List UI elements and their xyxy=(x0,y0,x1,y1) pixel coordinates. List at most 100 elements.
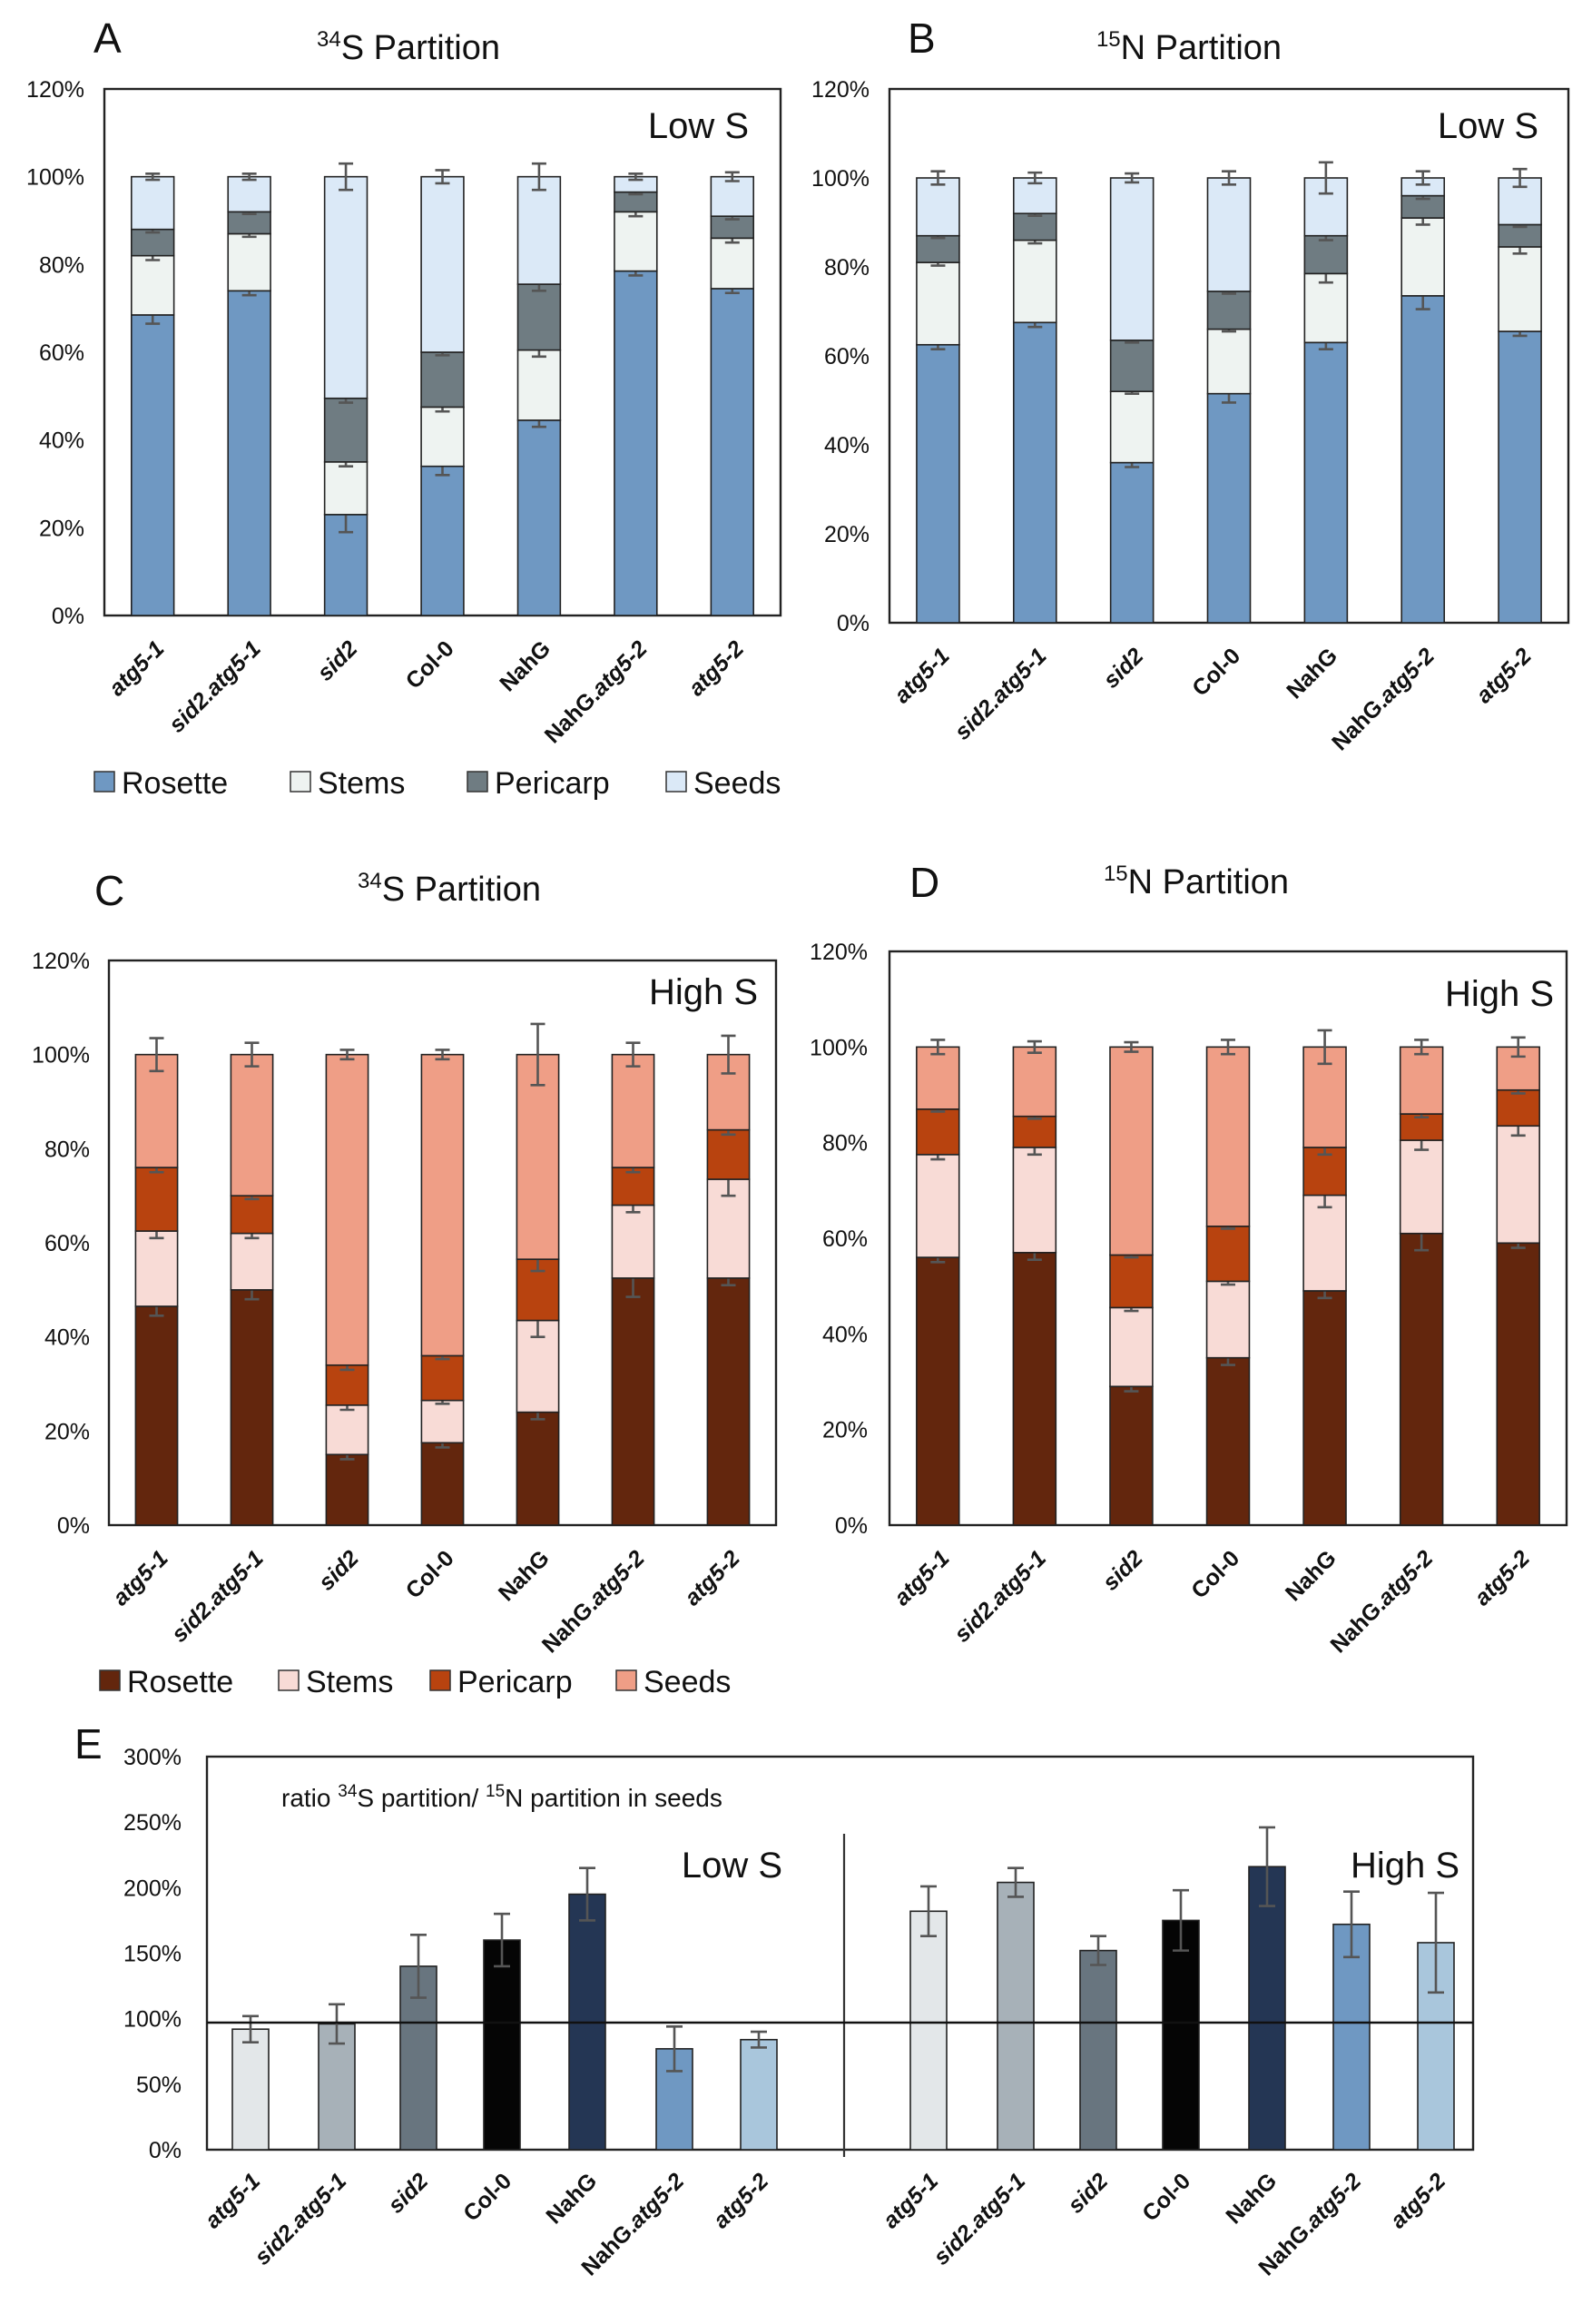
bar-segment-stems xyxy=(227,232,271,292)
y-tick-label: 250% xyxy=(123,1810,182,1836)
bar-segment-seeds xyxy=(611,1053,655,1168)
error-bar xyxy=(1007,1866,1024,1898)
panel-c: C 34S Partition 0% 20% 40% 60% 80% 100% 120% High… xyxy=(32,867,778,1658)
y-tick-label: 40% xyxy=(44,1325,90,1351)
bar-segment-rosette xyxy=(614,270,658,616)
y-tick-label: 200% xyxy=(123,1876,182,1901)
error-bar xyxy=(751,2030,767,2049)
bar-segment-seeds xyxy=(516,1053,560,1260)
y-tick-label: 100% xyxy=(32,1043,90,1068)
error-bar xyxy=(1317,1029,1332,1066)
bar-segment-rosette xyxy=(1012,1252,1057,1526)
bar-segment-rosette xyxy=(1012,321,1057,624)
error-bar xyxy=(241,172,257,182)
y-tick-label: 60% xyxy=(822,1226,868,1252)
error-bar xyxy=(494,1912,510,1968)
bar-segment-pericarp xyxy=(323,397,369,463)
bar-segment-stems xyxy=(1498,246,1542,332)
ratio-bar-col-0 xyxy=(1162,1919,1200,2151)
error-bar xyxy=(1415,170,1430,186)
y-tick-label: 0% xyxy=(837,611,870,636)
panel-letter-d: D xyxy=(909,859,939,906)
y-tick-label: 40% xyxy=(824,433,870,458)
y-tick-label: 0% xyxy=(52,604,84,629)
x-tick-label-atg5-2: atg5-2 xyxy=(708,2168,773,2233)
x-tick-label-nahg: NahG xyxy=(1282,643,1342,704)
error-bar xyxy=(1222,170,1236,186)
error-bar xyxy=(1510,1036,1526,1059)
x-tick-label-sid2: sid2 xyxy=(312,635,362,685)
bar-segment-seeds xyxy=(323,175,369,399)
x-tick-label-atg5-2: atg5-2 xyxy=(1385,2168,1450,2233)
ratio-bar-sid2 xyxy=(1079,1949,1117,2151)
bar-segment-pericarp xyxy=(420,351,465,409)
bar-segment-seeds xyxy=(1206,177,1252,292)
error-bar xyxy=(242,2014,259,2043)
legend-swatch-rosette xyxy=(99,1669,121,1691)
error-bar xyxy=(920,1885,937,1938)
bar-segment-rosette xyxy=(230,1289,274,1526)
y-tick-label: 60% xyxy=(39,340,84,366)
x-tick-label-nahg-atg5-2: NahG.atg5-2 xyxy=(1325,1545,1438,1658)
y-tick-label: 80% xyxy=(39,252,84,278)
bar-segment-seeds xyxy=(420,1053,465,1357)
bar-segment-pericarp xyxy=(1012,212,1057,241)
ratio-bar-atg5-1 xyxy=(231,2028,270,2151)
panel-d: D 15N Partition 0% 20% 40% 60% 80% 100% 120% High… xyxy=(810,859,1568,1658)
bar-segment-seeds xyxy=(1109,1046,1154,1256)
y-tick-label: 120% xyxy=(26,77,84,103)
legend-swatch-stems xyxy=(290,771,311,793)
bar-segment-pericarp xyxy=(916,234,960,263)
x-tick-label-atg5-2: atg5-2 xyxy=(680,1545,745,1610)
ratio-bar-col-0 xyxy=(483,1939,521,2151)
x-tick-label-sid2: sid2 xyxy=(383,2168,433,2218)
condition-label: Low S xyxy=(1438,106,1538,146)
x-tick-label-sid2-atg5-1: sid2.atg5-1 xyxy=(250,2168,351,2270)
bar-segment-seeds xyxy=(1302,1046,1347,1148)
y-tick-label: 40% xyxy=(39,428,84,454)
bar-segment-rosette xyxy=(710,288,754,616)
error-bar xyxy=(1090,1935,1106,1966)
y-tick-label: 80% xyxy=(44,1137,90,1162)
bar-segment-stems xyxy=(516,349,562,421)
bar-segment-stems xyxy=(1302,1194,1347,1292)
bar-segment-stems xyxy=(230,1232,274,1291)
legend-label-seeds: Seeds xyxy=(644,1665,731,1699)
panel-letter-a: A xyxy=(93,15,122,62)
error-bar xyxy=(149,1037,164,1073)
bar-segment-seeds xyxy=(131,175,175,231)
bar-segment-stems xyxy=(1206,328,1252,395)
bar-segment-pericarp xyxy=(420,1354,465,1402)
bar-segment-seeds xyxy=(227,175,271,213)
y-tick-label: 100% xyxy=(123,2007,182,2033)
bar-segment-stems xyxy=(611,1204,655,1279)
x-tick-label-nahg-atg5-2: NahG.atg5-2 xyxy=(1327,643,1440,755)
error-bar xyxy=(1173,1888,1189,1952)
ratio-bar-nahg xyxy=(1248,1866,1286,2151)
condition-label: Low S xyxy=(682,1846,782,1886)
condition-label: Low S xyxy=(648,106,749,146)
x-tick-label-sid2: sid2 xyxy=(1063,2168,1113,2218)
panel-e: E 0% 50% 100% 150% 200% 250% 300% ratio 34S part… xyxy=(74,1720,1475,2280)
legend-label-stems: Stems xyxy=(306,1665,393,1699)
legend-swatch-pericarp xyxy=(429,1669,451,1691)
y-tick-label: 0% xyxy=(149,2138,182,2163)
legend-label-stems: Stems xyxy=(318,766,405,801)
error-bar xyxy=(625,1041,641,1068)
bar-segment-stems xyxy=(420,406,465,468)
bar-segment-seeds xyxy=(420,175,465,353)
bar-segment-seeds xyxy=(325,1053,369,1366)
error-bar xyxy=(1343,1890,1360,1959)
x-tick-label-nahg: NahG xyxy=(1221,2168,1282,2229)
x-tick-label-nahg: NahG xyxy=(541,2168,602,2229)
bar-segment-stems xyxy=(916,261,960,346)
condition-label: High S xyxy=(649,972,758,1012)
error-bar xyxy=(1124,1040,1139,1053)
panel-title-a: 34S Partition xyxy=(317,27,500,67)
bar-segment-pericarp xyxy=(227,211,271,235)
bar-segment-rosette xyxy=(227,290,271,616)
condition-label: High S xyxy=(1351,1846,1459,1886)
ratio-bar-sid2-atg5-1 xyxy=(997,1881,1035,2151)
bar-segment-stems xyxy=(1109,1306,1154,1388)
y-tick-label: 20% xyxy=(44,1419,90,1444)
